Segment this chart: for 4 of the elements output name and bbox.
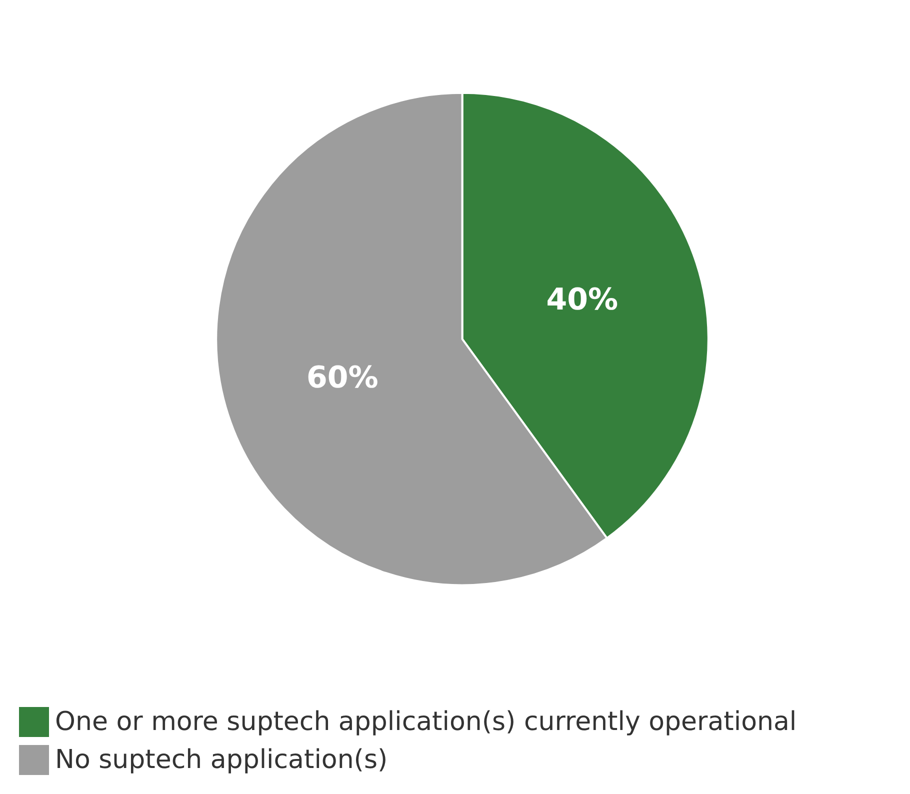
legend-label: No suptech application(s) — [55, 745, 388, 775]
data-label: 60% — [306, 360, 378, 396]
data-label: 40% — [546, 282, 618, 318]
legend-label: One or more suptech application(s) currently operational — [55, 707, 797, 737]
